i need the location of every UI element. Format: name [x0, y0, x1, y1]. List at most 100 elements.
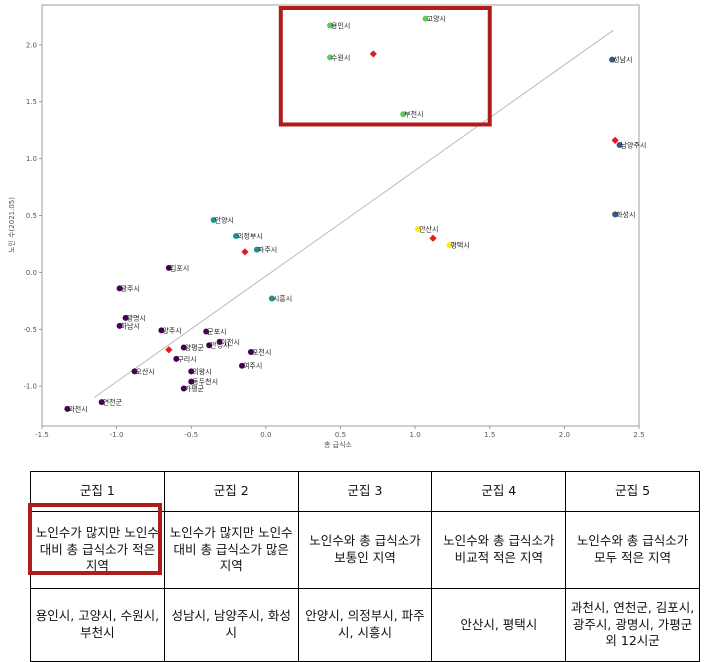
- data-point: [422, 15, 429, 22]
- point-label: 부천시: [404, 110, 423, 119]
- cities-cluster-3: 안양시, 의정부시, 파주시, 시흥시: [297, 588, 433, 662]
- point-label: 안양시: [215, 216, 234, 225]
- data-point: [180, 385, 187, 392]
- point-label: 포천시: [252, 348, 271, 357]
- data-point: [616, 141, 623, 148]
- desc-cluster-5: 노인수와 총 급식소가 모두 적은 지역: [565, 511, 700, 589]
- point-label: 안산시: [419, 225, 438, 234]
- x-tick-label: 1.5: [484, 431, 495, 439]
- data-point: [188, 378, 195, 385]
- desc-cluster-1: 노인수가 많지만 노인수 대비 총 급식소가 적은 지역: [30, 511, 165, 589]
- x-tick-label: 0.0: [260, 431, 271, 439]
- data-point: [131, 368, 138, 375]
- centroid-marker: [611, 136, 619, 145]
- data-point: [327, 22, 334, 29]
- point-label: 성남시: [613, 55, 632, 64]
- data-point: [415, 226, 422, 233]
- cities-cluster-1: 용인시, 고양시, 수원시, 부천시: [30, 588, 165, 662]
- scatter-chart: -1.5 -1.0 -0.5 0.0 0.5 1.0 1.5 2.0 2.5 -1.0 -0.5 0…: [7, 4, 646, 449]
- data-point: [116, 285, 123, 292]
- data-point: [609, 56, 616, 63]
- table-header-row: 군집 1 군집 2 군집 3 군집 4 군집 5: [30, 471, 700, 512]
- point-label: 수원시: [331, 53, 350, 62]
- header-cluster-4: 군집 4: [431, 471, 567, 512]
- point-label: 오산시: [136, 367, 155, 376]
- point-label: 연천군: [103, 398, 123, 407]
- point-label: 과천시: [68, 404, 87, 413]
- header-cluster-5: 군집 5: [565, 471, 700, 512]
- x-axis-label: 총 급식소: [324, 440, 353, 449]
- x-tick-label: -0.5: [184, 431, 198, 439]
- point-label: 의정부시: [237, 231, 263, 240]
- cities-cluster-2: 성남시, 남양주시, 화성시: [163, 588, 299, 662]
- point-label: 구리시: [177, 354, 196, 363]
- cluster-centroids: [165, 50, 619, 354]
- point-label: 안성시: [210, 341, 229, 350]
- point-label: 평택시: [450, 241, 469, 250]
- desc-cluster-4: 노인수와 총 급식소가 비교적 적은 지역: [431, 511, 567, 589]
- point-label: 양평군: [185, 343, 205, 352]
- plot-area: [41, 4, 640, 427]
- y-tick-label: -1.0: [23, 383, 37, 391]
- y-tick-label: 1.5: [26, 98, 37, 106]
- table-row-cities: 용인시, 고양시, 수원시, 부천시 성남시, 남양주시, 화성시 안양시, 의…: [30, 588, 700, 662]
- data-point: [247, 349, 254, 356]
- y-tick-label: 1.0: [26, 155, 37, 163]
- point-label: 남양주시: [621, 140, 647, 149]
- point-label: 김포시: [170, 264, 189, 272]
- highlight-box-cluster-1: [278, 6, 492, 127]
- point-label: 하남시: [121, 321, 140, 330]
- desc-cluster-3: 노인수와 총 급식소가 보통인 지역: [297, 511, 433, 589]
- centroid-marker: [429, 234, 437, 242]
- cities-cluster-5: 과천시, 연천군, 김포시, 광주시, 광명시, 가평군 외 12시군: [565, 588, 700, 662]
- data-point: [327, 54, 334, 61]
- point-label: 고양시: [427, 15, 446, 23]
- y-tick-label: 2.0: [26, 41, 37, 49]
- header-cluster-1: 군집 1: [30, 471, 165, 512]
- point-label: 동두천시: [192, 377, 218, 386]
- data-point: [268, 295, 275, 302]
- data-point: [253, 246, 260, 253]
- trend-line: [93, 29, 614, 398]
- point-label: 광주시: [121, 285, 140, 293]
- centroid-marker: [369, 50, 377, 58]
- header-cluster-3: 군집 3: [297, 471, 433, 512]
- data-point: [203, 328, 210, 335]
- data-point: [98, 399, 105, 406]
- point-label: 이천시: [221, 337, 240, 346]
- data-point: [238, 362, 245, 369]
- data-point: [165, 264, 172, 271]
- y-axis-ticks: -1.0 -0.5 0.0 0.5 1.0 1.5 2.0: [23, 41, 42, 391]
- x-axis-ticks: -1.5 -1.0 -0.5 0.0 0.5 1.0 1.5 2.0 2.5: [35, 426, 645, 439]
- y-axis-label: 노인 수(2021.05): [7, 197, 16, 253]
- data-point: [612, 211, 619, 218]
- point-label: 시흥시: [273, 294, 292, 303]
- cluster-summary-table: 군집 1 군집 2 군집 3 군집 4 군집 5 노인수가 많지만 노인수 대비…: [30, 471, 700, 662]
- point-label: 가평군: [185, 384, 205, 393]
- y-tick-label: -0.5: [23, 326, 37, 334]
- point-label: 파주시: [258, 245, 277, 254]
- data-point: [116, 322, 123, 329]
- x-tick-label: 1.0: [410, 431, 421, 439]
- data-point: [206, 342, 213, 349]
- data-point: [446, 242, 453, 249]
- x-tick-label: 2.0: [559, 431, 570, 439]
- table-row-description: 노인수가 많지만 노인수 대비 총 급식소가 적은 지역 노인수가 많지만 노인…: [30, 511, 700, 589]
- y-tick-label: 0.0: [26, 269, 37, 277]
- data-point: [188, 368, 195, 375]
- centroid-marker: [165, 346, 173, 354]
- data-point: [216, 338, 223, 345]
- header-cluster-2: 군집 2: [163, 471, 299, 512]
- point-label: 용인시: [331, 21, 350, 30]
- point-label: 광명시: [127, 313, 146, 322]
- y-tick-label: 0.5: [26, 212, 37, 220]
- data-point: [158, 327, 165, 334]
- data-point: [180, 344, 187, 351]
- x-tick-label: 0.5: [335, 431, 346, 439]
- data-point: [173, 355, 180, 362]
- point-label: 화성시: [616, 210, 635, 219]
- x-tick-label: 2.5: [633, 431, 644, 439]
- centroid-marker: [241, 248, 249, 256]
- data-point: [233, 232, 240, 239]
